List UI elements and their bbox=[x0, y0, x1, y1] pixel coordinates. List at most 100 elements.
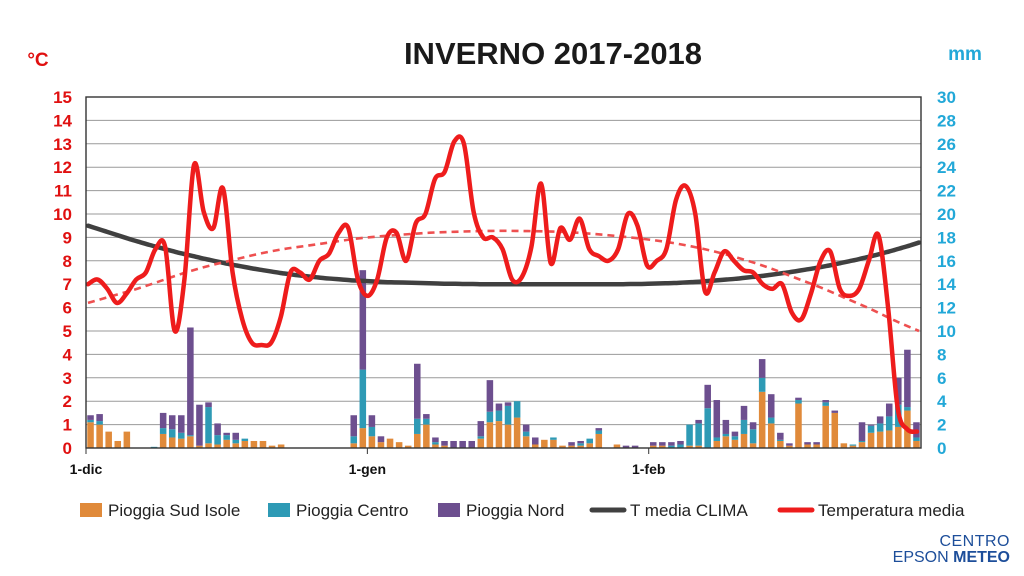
precip-bar bbox=[767, 423, 775, 448]
precip-bar bbox=[532, 437, 539, 445]
left-tick-label: 6 bbox=[63, 299, 72, 318]
precip-bar bbox=[87, 419, 94, 423]
precip-bar bbox=[668, 445, 675, 448]
precip-bar bbox=[477, 421, 485, 437]
legend-label: Pioggia Nord bbox=[466, 501, 564, 520]
right-tick-label: 12 bbox=[937, 299, 956, 318]
precip-bar bbox=[178, 438, 185, 448]
precip-bar bbox=[649, 442, 657, 446]
precip-bar bbox=[168, 437, 176, 448]
precip-bar bbox=[205, 407, 212, 444]
t-media-clima-line bbox=[85, 223, 922, 287]
legend-swatch bbox=[80, 503, 102, 517]
precip-bar bbox=[695, 445, 702, 448]
precip-bar bbox=[731, 436, 739, 440]
precip-bar bbox=[250, 440, 258, 448]
precip-bar bbox=[740, 419, 748, 434]
precip-bar bbox=[504, 402, 512, 406]
precip-bar bbox=[831, 412, 839, 448]
legend-item: Temperatura media bbox=[777, 501, 965, 520]
right-tick-label: 30 bbox=[937, 88, 956, 107]
legend-label: Pioggia Sud Isole bbox=[108, 501, 240, 520]
left-axis-unit: °C bbox=[27, 50, 49, 71]
precip-bar bbox=[686, 424, 693, 446]
precip-bar bbox=[450, 440, 457, 448]
precip-bar bbox=[786, 443, 793, 446]
left-tick-label: 10 bbox=[53, 205, 72, 224]
precip-bar bbox=[586, 438, 593, 444]
precip-bar bbox=[704, 408, 711, 448]
precip-bar bbox=[904, 407, 911, 411]
precip-bar bbox=[468, 440, 475, 448]
legend-label: T media CLIMA bbox=[630, 501, 748, 520]
precip-bar bbox=[359, 369, 367, 429]
precip-bar bbox=[677, 440, 684, 445]
precip-bar bbox=[423, 424, 430, 448]
legend: Pioggia Sud Isole Pioggia Centro Pioggia N… bbox=[80, 501, 965, 520]
precip-bar bbox=[749, 422, 757, 430]
precip-bar bbox=[522, 424, 530, 432]
precip-bar bbox=[87, 415, 94, 420]
precip-bar bbox=[214, 423, 221, 436]
precip-bar bbox=[350, 443, 358, 448]
logo-epson: EPSON bbox=[892, 549, 954, 566]
precip-bar bbox=[241, 440, 249, 448]
precip-bar bbox=[595, 428, 603, 431]
legend-item: T media CLIMA bbox=[589, 501, 748, 520]
precip-bar bbox=[223, 435, 230, 440]
precip-bar bbox=[668, 442, 675, 446]
right-tick-label: 2 bbox=[937, 416, 946, 435]
precip-bar bbox=[350, 415, 358, 437]
precip-bar bbox=[895, 426, 902, 448]
left-tick-label: 12 bbox=[53, 158, 72, 177]
right-tick-label: 18 bbox=[937, 228, 956, 247]
legend-item: Pioggia Nord bbox=[438, 501, 564, 520]
precip-bar bbox=[695, 423, 702, 446]
precip-bar bbox=[804, 444, 811, 448]
left-tick-label: 3 bbox=[63, 369, 72, 388]
precip-bar bbox=[168, 415, 176, 430]
logo-meteo: METEO bbox=[953, 549, 1010, 566]
precip-bar bbox=[767, 394, 775, 418]
precip-bar bbox=[432, 437, 439, 443]
precip-bar bbox=[223, 432, 230, 436]
precip-bar bbox=[486, 411, 494, 423]
precip-bar bbox=[359, 270, 367, 370]
precip-bar bbox=[368, 426, 376, 437]
legend-label: Pioggia Centro bbox=[296, 501, 408, 520]
precip-bar bbox=[749, 429, 757, 444]
left-tick-label: 0 bbox=[63, 439, 72, 458]
precip-bar bbox=[377, 442, 385, 448]
precip-bar bbox=[214, 435, 221, 445]
precip-bar bbox=[232, 443, 240, 448]
legend-label: Temperatura media bbox=[818, 501, 965, 520]
precip-bar bbox=[504, 424, 512, 448]
legend-swatch bbox=[268, 503, 290, 517]
precipitation-bars bbox=[87, 270, 920, 448]
temperature-lines bbox=[85, 134, 922, 435]
precip-bar bbox=[441, 445, 448, 448]
precip-bar bbox=[631, 445, 639, 448]
precip-bar bbox=[595, 433, 603, 448]
precip-bar bbox=[214, 444, 221, 448]
precip-bar bbox=[895, 377, 902, 405]
precip-bar bbox=[858, 442, 866, 448]
precip-bar bbox=[867, 425, 875, 433]
precip-bar bbox=[414, 433, 421, 448]
precip-bar bbox=[241, 438, 249, 441]
precip-bar bbox=[713, 437, 721, 441]
precip-bar bbox=[495, 403, 503, 411]
precip-bar bbox=[441, 440, 448, 446]
logo-line-1: CENTRO bbox=[939, 533, 1010, 550]
precip-bar bbox=[822, 405, 829, 448]
precip-bar bbox=[767, 417, 775, 424]
precip-bar bbox=[178, 415, 185, 433]
precip-bar bbox=[731, 431, 739, 437]
left-tick-label: 8 bbox=[63, 252, 72, 271]
precip-bar bbox=[196, 404, 203, 446]
precip-bar bbox=[722, 419, 730, 434]
precip-bar bbox=[731, 439, 739, 448]
precip-bar bbox=[187, 435, 194, 437]
precip-bar bbox=[568, 442, 575, 446]
